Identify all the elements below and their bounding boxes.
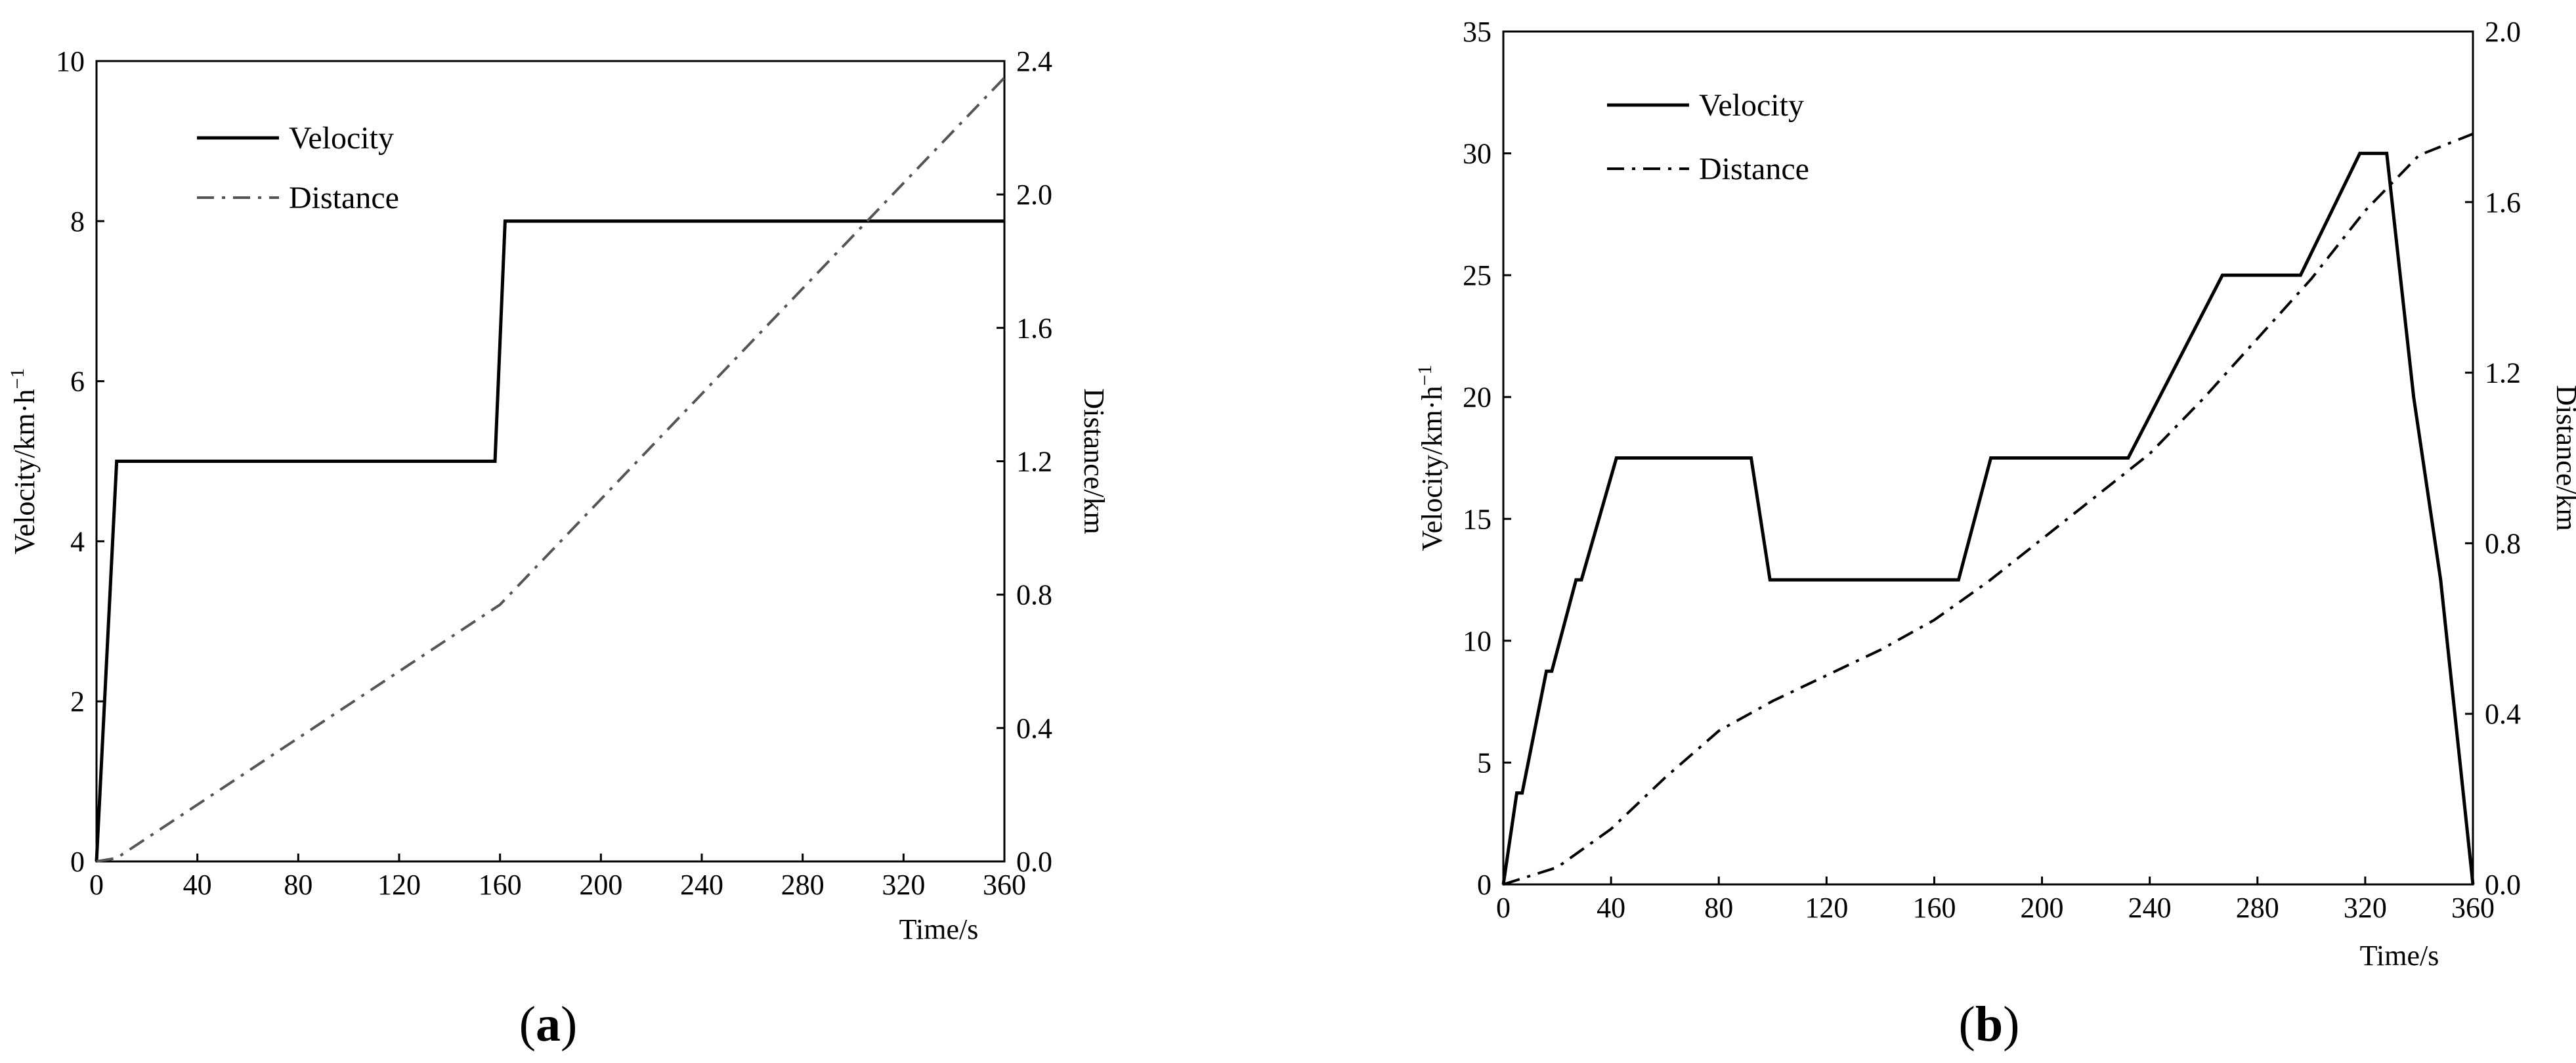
y2-axis-label: Distance/km bbox=[2550, 385, 2576, 531]
y-tick-label: 25 bbox=[1463, 259, 1492, 292]
y2-tick-label: 2.0 bbox=[1016, 179, 1052, 211]
y-axis-label-superscript: −1 bbox=[7, 368, 28, 389]
y-tick-label: 0 bbox=[70, 846, 85, 878]
y-tick-label: 10 bbox=[1463, 625, 1492, 657]
y2-axis-label: Distance/km bbox=[1078, 388, 1110, 534]
panel-label-letter: b bbox=[1975, 997, 2003, 1052]
y-tick-label: 4 bbox=[70, 525, 85, 557]
y2-tick-label: 0.4 bbox=[1016, 712, 1052, 745]
y2-tick-label: 0.8 bbox=[1016, 579, 1052, 611]
x-tick-label: 200 bbox=[2021, 892, 2064, 924]
panel-label-open: ( bbox=[1959, 997, 1975, 1052]
y-axis-label-superscript: −1 bbox=[1414, 365, 1436, 386]
x-tick-label: 160 bbox=[1912, 892, 1956, 924]
x-axis-label: Time/s bbox=[899, 913, 979, 945]
y-axis-label-text: Velocity/km·h bbox=[9, 389, 41, 555]
x-tick-label: 0 bbox=[89, 869, 104, 901]
panel-label: (a) bbox=[519, 997, 578, 1052]
y2-tick-label: 0.0 bbox=[1016, 846, 1052, 878]
y2-tick-label: 2.4 bbox=[1016, 45, 1052, 77]
chart-panel-a: 0 40 80 120 160 200 240 280 320 360 0 2 4 6 8 10 0.0 0.4 0… bbox=[7, 45, 1110, 1052]
chart-panel-b: 0 40 80 120 160 200 240 280 320 360 0 5 10 15 20 25 30 35… bbox=[1414, 16, 2576, 1052]
series-line-velocity bbox=[1501, 152, 2475, 885]
panel-label: (b) bbox=[1959, 997, 2020, 1052]
x-tick-label: 240 bbox=[2128, 892, 2172, 924]
y-axis-label: Velocity/km·h−1 bbox=[1414, 365, 1448, 552]
y2-tick-label: 1.2 bbox=[2485, 357, 2521, 389]
x-tick-label: 360 bbox=[2451, 892, 2495, 924]
y-axis-label-text: Velocity/km·h bbox=[1416, 386, 1448, 552]
x-tick-label: 160 bbox=[479, 869, 522, 901]
legend-label-distance: Distance bbox=[1699, 152, 1809, 186]
y2-tick-label: 0.8 bbox=[2485, 527, 2521, 559]
x-tick-label: 120 bbox=[377, 869, 421, 901]
legend-label-velocity: Velocity bbox=[1699, 88, 1804, 123]
y-axis-label: Velocity/km·h−1 bbox=[7, 368, 41, 555]
x-tick-label: 360 bbox=[983, 869, 1026, 901]
x-tick-label: 0 bbox=[1496, 892, 1511, 924]
y-tick-label: 0 bbox=[1477, 869, 1492, 901]
panel-label-open: ( bbox=[519, 997, 536, 1052]
x-tick-label: 280 bbox=[2236, 892, 2279, 924]
x-axis-label: Time/s bbox=[2360, 940, 2439, 972]
series-line-distance bbox=[1503, 133, 2474, 886]
x-tick-label: 80 bbox=[284, 869, 312, 901]
panel-label-letter: a bbox=[536, 997, 561, 1052]
x-tick-label: 120 bbox=[1805, 892, 1848, 924]
y2-tick-label: 1.2 bbox=[1016, 446, 1052, 478]
x-tick-label: 40 bbox=[1597, 892, 1625, 924]
y-tick-label: 8 bbox=[70, 206, 85, 238]
y-tick-label: 2 bbox=[70, 685, 85, 718]
y2-tick-label: 1.6 bbox=[2485, 186, 2521, 219]
y-tick-label: 20 bbox=[1463, 381, 1492, 414]
y-tick-label: 35 bbox=[1463, 16, 1492, 48]
panel-label-close: ) bbox=[561, 997, 577, 1052]
y-tick-label: 15 bbox=[1463, 503, 1492, 535]
y-tick-label: 6 bbox=[70, 366, 85, 398]
x-tick-label: 280 bbox=[781, 869, 825, 901]
x-tick-label: 320 bbox=[882, 869, 925, 901]
x-tick-label: 40 bbox=[183, 869, 212, 901]
x-tick-label: 320 bbox=[2344, 892, 2387, 924]
y2-tick-label: 2.0 bbox=[2485, 16, 2521, 48]
x-tick-label: 240 bbox=[680, 869, 723, 901]
y-tick-label: 10 bbox=[56, 45, 85, 77]
x-tick-label: 200 bbox=[579, 869, 622, 901]
legend-label-distance: Distance bbox=[289, 181, 399, 215]
y-tick-label: 30 bbox=[1463, 138, 1492, 170]
series-line-distance bbox=[96, 77, 1006, 863]
legend-label-velocity: Velocity bbox=[289, 121, 394, 156]
series-line-velocity bbox=[95, 219, 1004, 862]
y2-tick-label: 1.6 bbox=[1016, 312, 1052, 344]
plot-frame bbox=[1502, 30, 2474, 886]
panel-label-close: ) bbox=[2003, 997, 2019, 1052]
y-tick-label: 5 bbox=[1477, 747, 1492, 779]
y2-tick-label: 0.4 bbox=[2485, 698, 2521, 730]
x-tick-label: 80 bbox=[1704, 892, 1733, 924]
y2-tick-label: 0.0 bbox=[2485, 869, 2521, 901]
